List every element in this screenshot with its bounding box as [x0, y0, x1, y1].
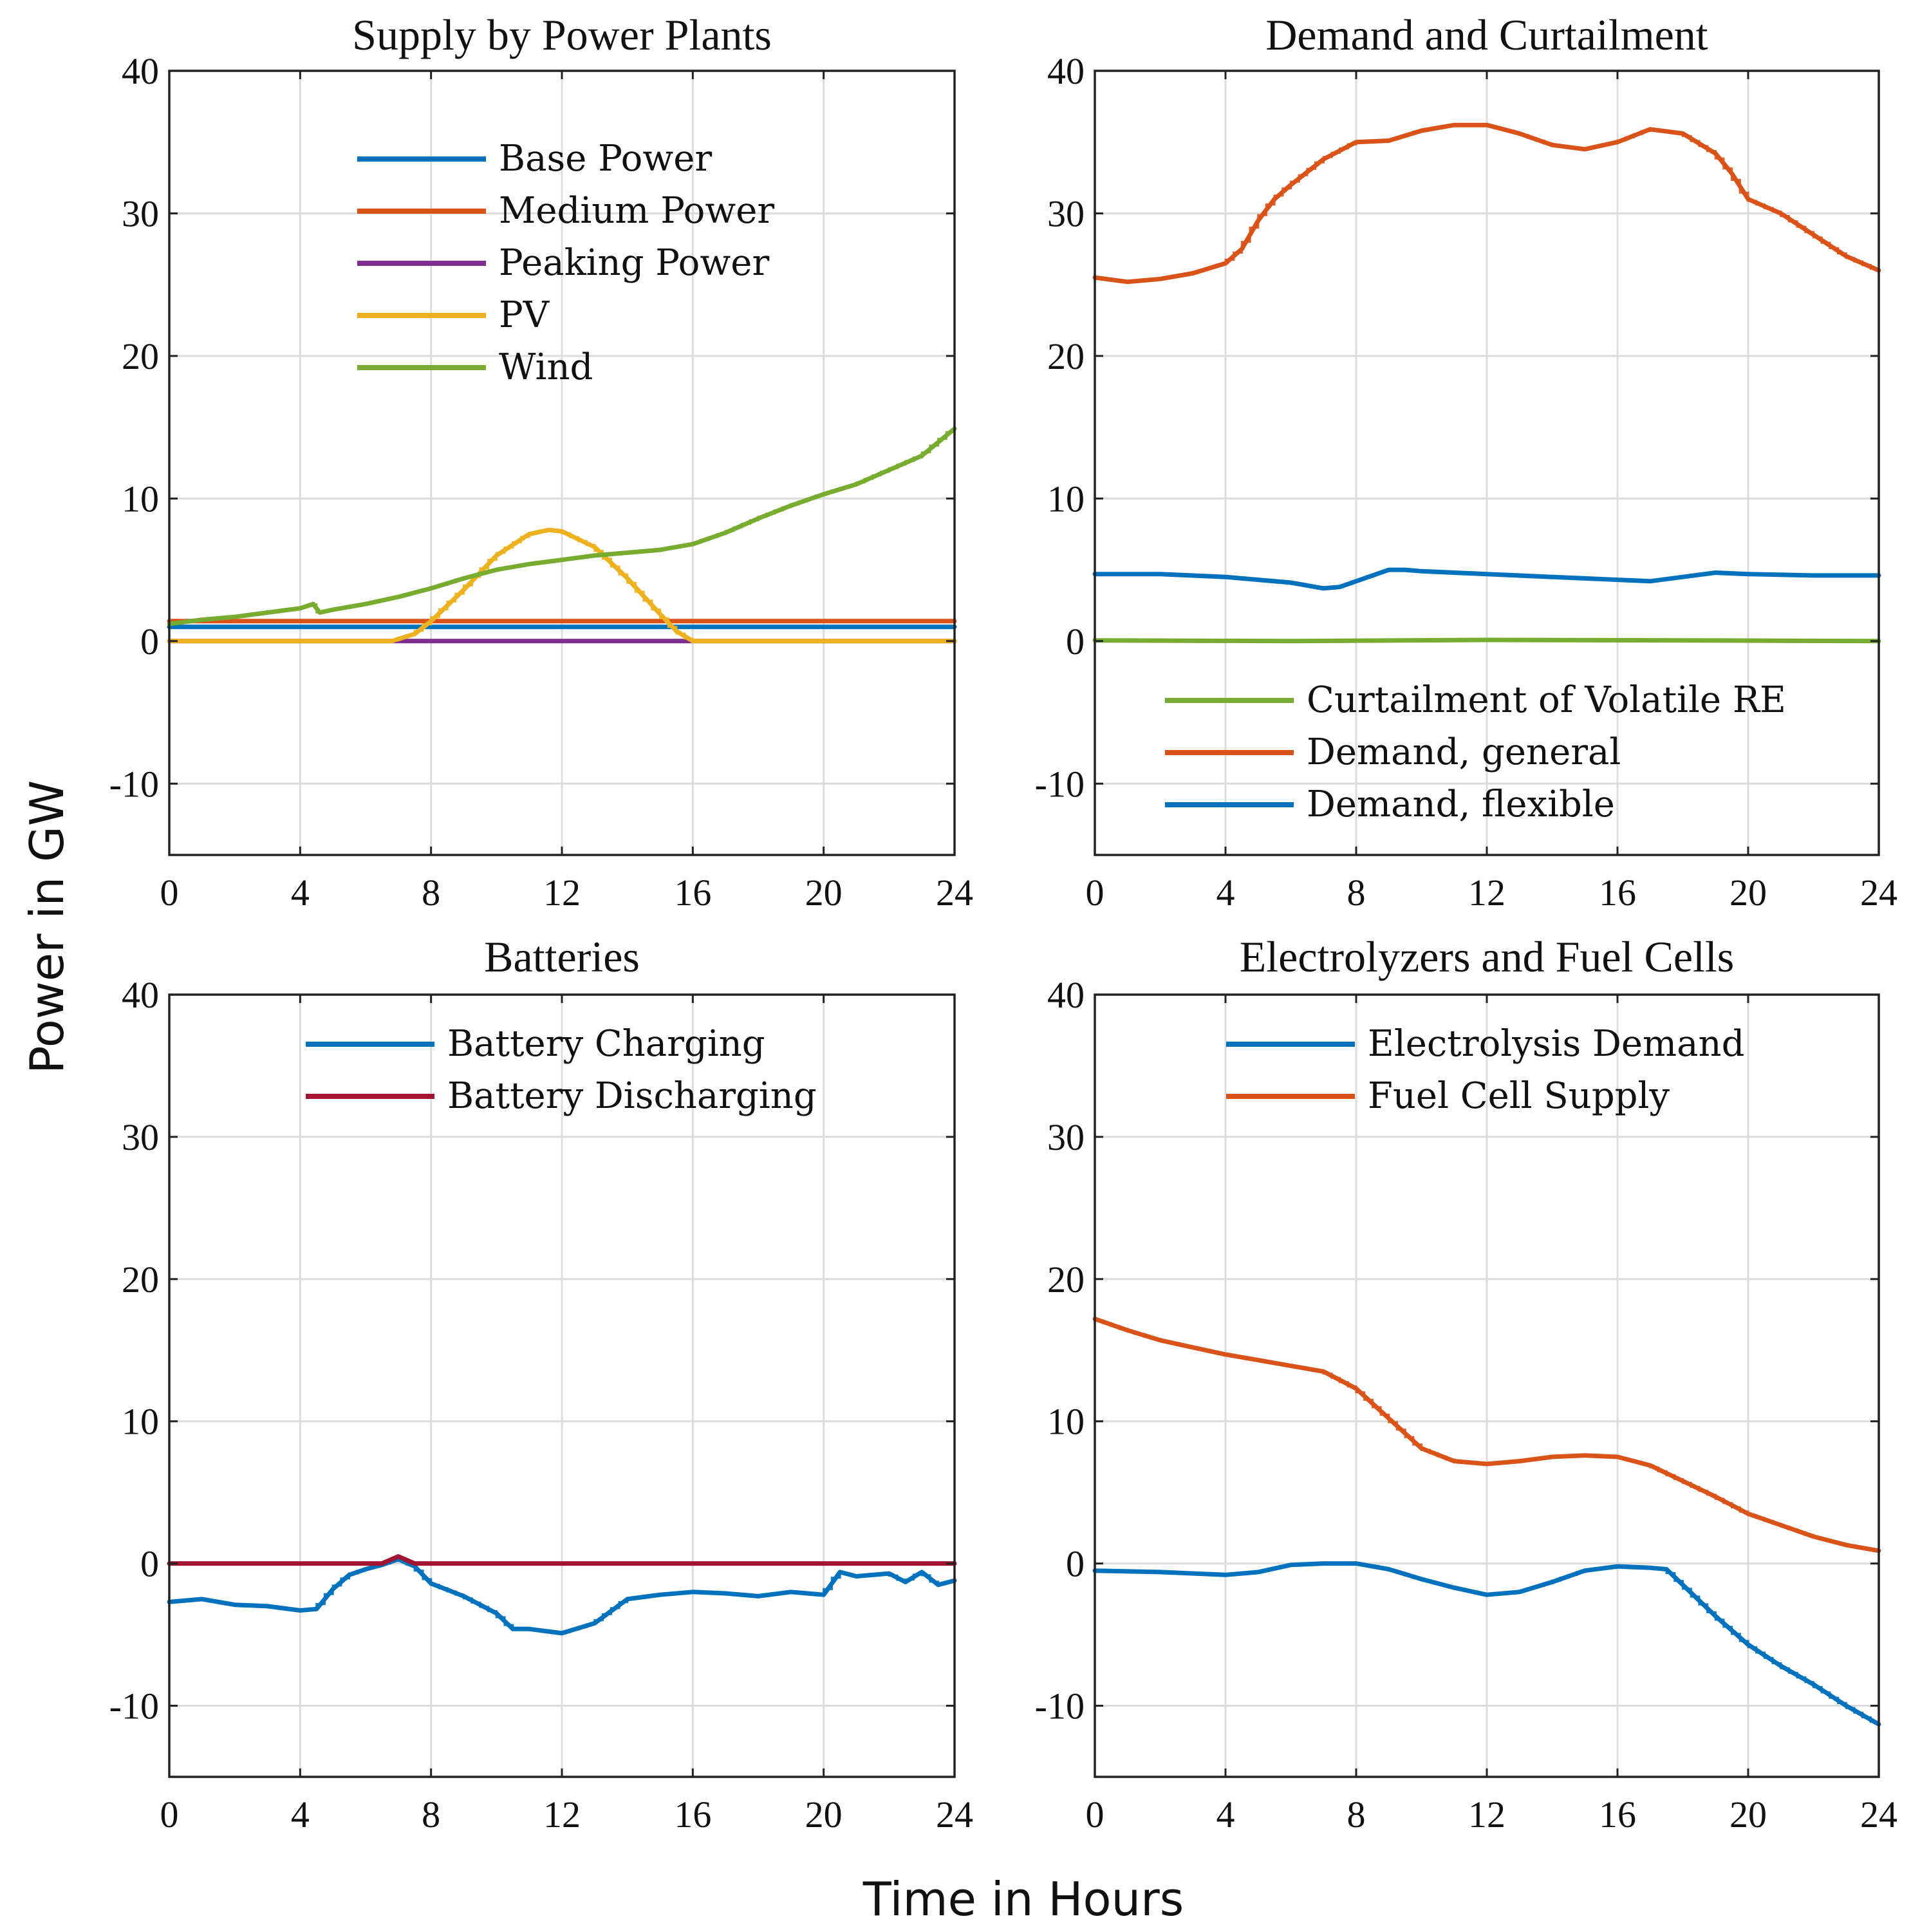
y-tick-label: 30 [122, 192, 159, 234]
x-tick-label: 24 [1860, 1794, 1897, 1835]
x-tick-label: 12 [1468, 1794, 1505, 1835]
axis-ticks: 0 4 8 12 16 20 24 -10 0 10 20 30 40 [1035, 974, 1897, 1835]
legend-label-fuel-cell-supply: Fuel Cell Supply [1368, 1075, 1670, 1117]
legend-label-battery-charging: Battery Charging [447, 1023, 765, 1065]
x-tick-label: 24 [1860, 872, 1897, 914]
legend: Electrolysis Demand Fuel Cell Supply [1226, 1023, 1744, 1117]
y-tick-label: 40 [122, 974, 159, 1016]
x-tick-label: 16 [1599, 1794, 1636, 1835]
y-tick-label: -10 [109, 763, 159, 805]
x-tick-label: 8 [422, 1794, 440, 1835]
legend-label-pv: PV [499, 294, 550, 336]
y-tick-label: 40 [1047, 50, 1085, 92]
y-tick-label: 10 [122, 1401, 159, 1443]
series-marks [1092, 122, 1881, 644]
y-axis-label: Power in GW [20, 780, 74, 1074]
x-tick-label: 8 [1347, 1794, 1366, 1835]
x-tick-label: 4 [1216, 872, 1235, 914]
x-tick-label: 20 [805, 872, 843, 914]
x-tick-label: 12 [1468, 872, 1505, 914]
x-tick-label: 16 [1599, 872, 1636, 914]
legend-label-electrolysis-demand: Electrolysis Demand [1368, 1023, 1744, 1065]
series-line-curtailment-of-volatile-re [1092, 637, 1881, 644]
series-step-battery-charging [169, 1559, 955, 1634]
series-step-fuel-cell-supply [1095, 1319, 1879, 1552]
x-tick-label: 0 [1086, 1794, 1104, 1835]
x-tick-label: 4 [1216, 1794, 1235, 1835]
x-tick-label: 24 [936, 872, 973, 914]
y-tick-label: 20 [1047, 335, 1085, 377]
y-tick-label: 20 [1047, 1259, 1085, 1300]
x-tick-label: 20 [1729, 1794, 1767, 1835]
legend-label-curtailment-of-volatile-re: Curtailment of Volatile RE [1307, 679, 1786, 721]
x-tick-label: 0 [160, 872, 179, 914]
panel-supply-by-power-plants: Supply by Power Plants 0 4 8 12 16 20 24 -10 0 10… [109, 10, 973, 914]
y-tick-label: 30 [1047, 192, 1085, 234]
axis-ticks: 0 4 8 12 16 20 24 -10 0 10 20 30 40 [109, 974, 973, 1835]
y-tick-label: 10 [1047, 478, 1085, 520]
y-tick-label: 40 [122, 50, 159, 92]
legend: Base Power Medium Power Peaking Power PV Win… [357, 138, 774, 388]
legend-label-battery-discharging: Battery Discharging [447, 1075, 817, 1117]
y-tick-label: -10 [109, 1685, 159, 1727]
x-tick-label: 12 [543, 872, 581, 914]
series-step-demand-general [1095, 124, 1879, 283]
panel-title: Batteries [484, 932, 640, 981]
x-axis-label: Time in Hours [862, 1872, 1184, 1926]
y-tick-label: 0 [140, 621, 159, 662]
x-tick-label: 16 [674, 1794, 711, 1835]
series-marks [167, 426, 957, 644]
panel-electrolyzers-and-fuel-cells: Electrolyzers and Fuel Cells 0 4 8 12 16 20 24… [1035, 932, 1897, 1835]
y-tick-label: 20 [122, 1259, 159, 1300]
legend-label-demand-general: Demand, general [1307, 731, 1621, 773]
x-tick-label: 8 [1347, 872, 1366, 914]
legend-label-base-power: Base Power [499, 138, 712, 180]
series-step-pv [169, 529, 955, 642]
x-tick-label: 0 [160, 1794, 179, 1835]
y-tick-label: 10 [1047, 1401, 1085, 1443]
y-tick-label: 10 [122, 478, 159, 520]
y-tick-label: -10 [1035, 763, 1085, 805]
legend: Curtailment of Volatile RE Demand, genera… [1165, 679, 1786, 825]
legend-label-peaking-power: Peaking Power [499, 242, 769, 284]
panel-title: Supply by Power Plants [352, 10, 772, 59]
series-line-battery-discharging [167, 1554, 957, 1566]
y-tick-label: 0 [140, 1543, 159, 1585]
x-tick-label: 16 [674, 872, 711, 914]
y-tick-label: 30 [1047, 1116, 1085, 1158]
y-tick-label: 0 [1066, 621, 1085, 662]
series-marks [1092, 1317, 1881, 1727]
legend-label-demand-flexible: Demand, flexible [1307, 783, 1615, 825]
y-tick-label: 20 [122, 335, 159, 377]
panel-demand-and-curtailment: Demand and Curtailment 0 4 8 12 16 20 24 -10 0 10… [1035, 10, 1897, 914]
y-tick-label: 0 [1066, 1543, 1085, 1585]
series-marks [167, 1554, 957, 1636]
x-tick-label: 12 [543, 1794, 581, 1835]
x-tick-label: 4 [291, 1794, 310, 1835]
series-step-electrolysis-demand [1095, 1562, 1879, 1723]
x-tick-label: 24 [936, 1794, 973, 1835]
axis-ticks: 0 4 8 12 16 20 24 -10 0 10 20 30 40 [1035, 50, 1897, 914]
legend-label-wind: Wind [499, 346, 593, 388]
y-tick-label: 30 [122, 1116, 159, 1158]
panel-title: Demand and Curtailment [1265, 10, 1708, 59]
axis-ticks: 0 4 8 12 16 20 24 -10 0 10 20 30 40 [109, 50, 973, 914]
panel-batteries: Batteries 0 4 8 12 16 20 24 -10 0 10 20 30 40 Batter… [109, 932, 973, 1835]
legend-label-medium-power: Medium Power [499, 190, 774, 232]
x-tick-label: 0 [1086, 872, 1104, 914]
x-tick-label: 4 [291, 872, 310, 914]
x-tick-label: 8 [422, 872, 440, 914]
x-tick-label: 20 [805, 1794, 843, 1835]
legend: Battery Charging Battery Discharging [306, 1023, 817, 1117]
y-tick-label: -10 [1035, 1685, 1085, 1727]
series-step-wind [169, 431, 955, 624]
y-tick-label: 40 [1047, 974, 1085, 1016]
panel-title: Electrolyzers and Fuel Cells [1240, 932, 1735, 981]
series-line-demand-flexible [1092, 567, 1881, 591]
x-tick-label: 20 [1729, 872, 1767, 914]
